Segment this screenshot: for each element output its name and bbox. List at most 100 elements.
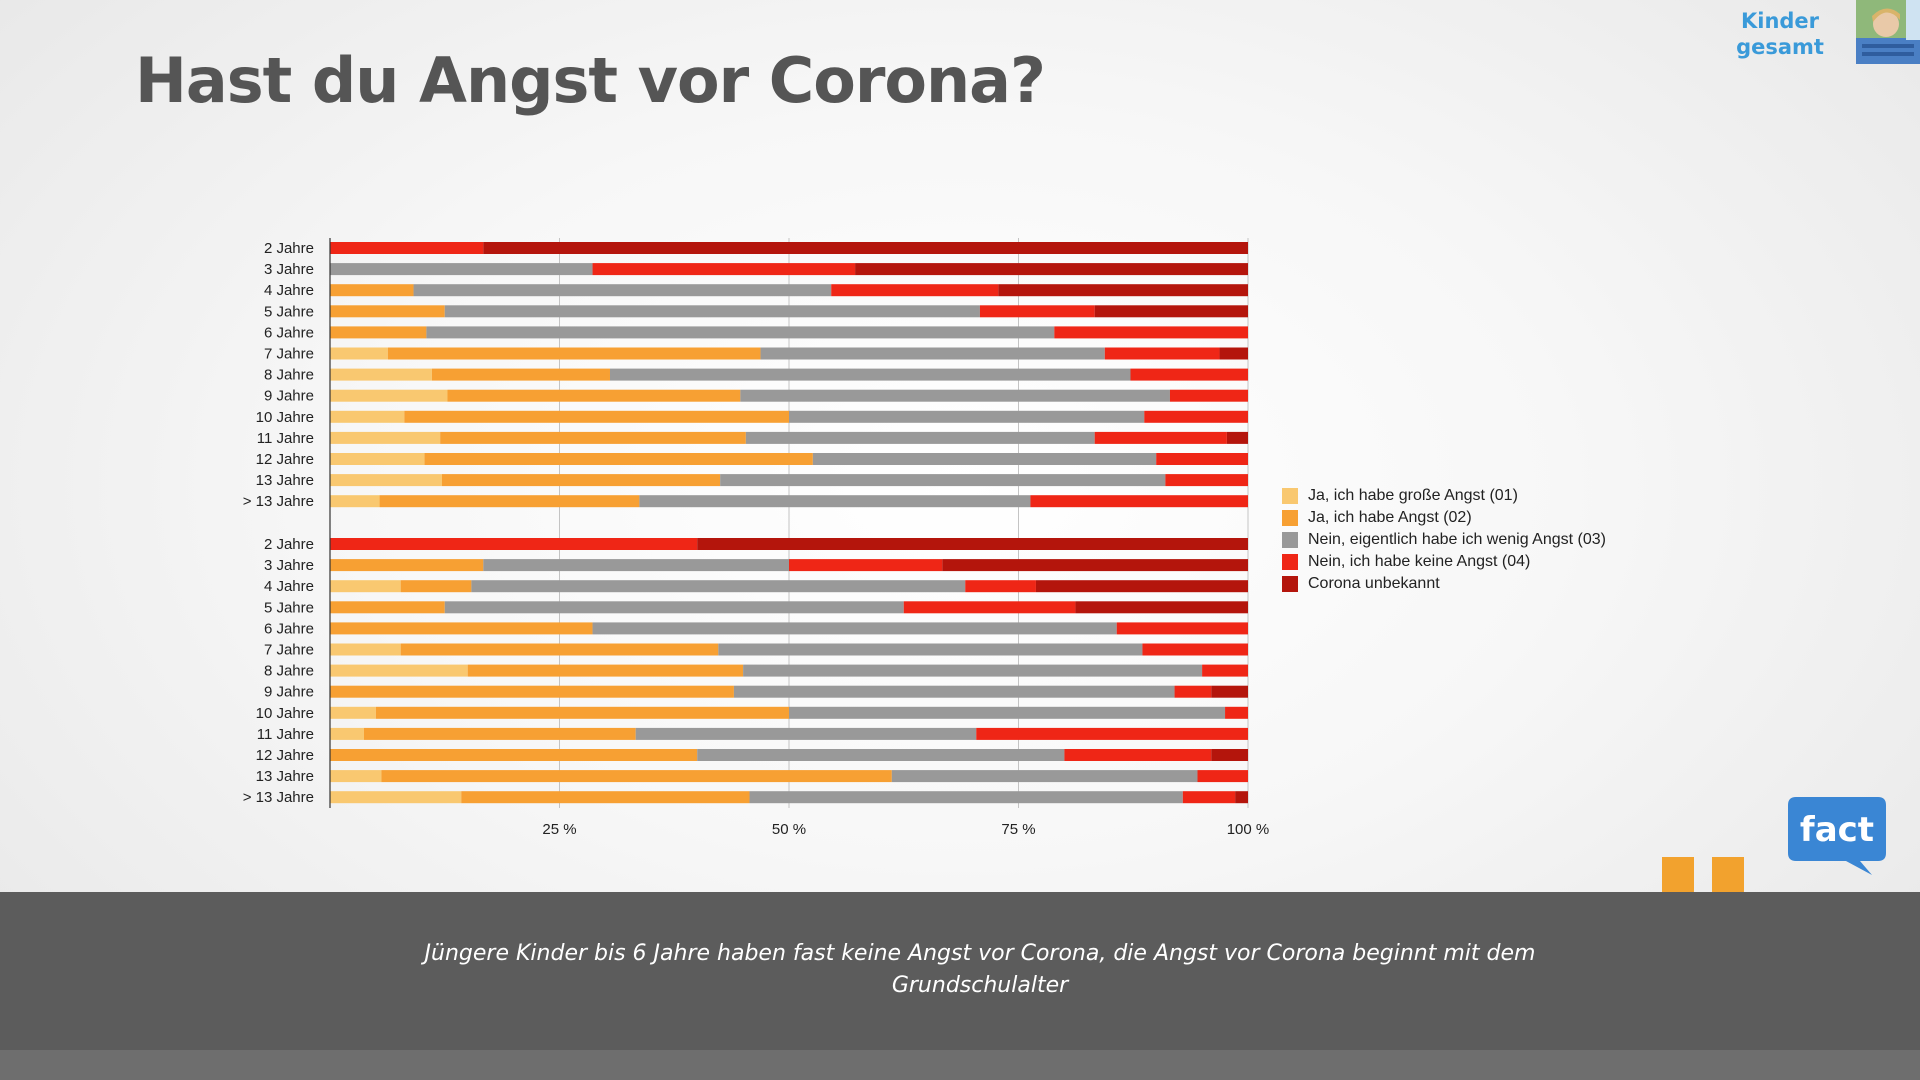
row-label: 10 Jahre bbox=[256, 705, 314, 722]
legend-item: Nein, ich habe keine Angst (04) bbox=[1282, 551, 1606, 573]
audience-label: Kinder gesamt bbox=[1736, 9, 1824, 59]
bar-segment bbox=[1219, 347, 1248, 360]
bar-segment bbox=[381, 770, 892, 783]
bar-segment bbox=[592, 622, 1117, 635]
chart-legend: Ja, ich habe große Angst (01) Ja, ich ha… bbox=[1282, 485, 1606, 595]
bar-segment bbox=[330, 431, 441, 444]
bar-segment bbox=[387, 347, 761, 360]
bar-segment bbox=[812, 453, 1157, 465]
bar-segment bbox=[444, 305, 980, 318]
bar-segment bbox=[903, 601, 1076, 614]
row-label: 6 Jahre bbox=[264, 620, 314, 637]
bar-segment bbox=[998, 284, 1248, 297]
bar-segment bbox=[330, 474, 442, 487]
row-label: 13 Jahre bbox=[256, 768, 314, 785]
bar-segment bbox=[743, 664, 1203, 677]
row-label: 5 Jahre bbox=[264, 599, 314, 616]
bar-segment bbox=[330, 601, 445, 614]
bar-segment bbox=[1156, 453, 1248, 465]
row-label: 4 Jahre bbox=[264, 578, 314, 595]
legend-label: Nein, ich habe keine Angst (04) bbox=[1308, 553, 1531, 570]
row-label: 11 Jahre bbox=[257, 430, 314, 447]
row-label: 12 Jahre bbox=[256, 747, 314, 764]
bar-segment bbox=[330, 389, 448, 402]
bar-segment bbox=[749, 791, 1183, 804]
legend-swatch bbox=[1282, 576, 1298, 592]
row-label: 11 Jahre bbox=[257, 726, 314, 743]
bar-segment bbox=[413, 284, 832, 297]
bar-segment bbox=[1094, 305, 1248, 318]
footer-banner: Jüngere Kinder bis 6 Jahre haben fast ke… bbox=[0, 892, 1920, 1050]
row-label: 7 Jahre bbox=[264, 642, 314, 659]
legend-label: Corona unbekannt bbox=[1308, 575, 1440, 592]
row-label: 3 Jahre bbox=[264, 557, 314, 574]
legend-label: Ja, ich habe große Angst (01) bbox=[1308, 487, 1518, 504]
row-label: > 13 Jahre bbox=[243, 789, 314, 806]
bar-segment bbox=[740, 389, 1170, 402]
bar-segment bbox=[330, 410, 405, 423]
x-tick-label: 25 % bbox=[542, 821, 576, 838]
bar-segment bbox=[400, 643, 719, 656]
legend-swatch bbox=[1282, 554, 1298, 570]
bar-segment bbox=[330, 749, 698, 761]
bar-segment bbox=[789, 706, 1226, 719]
bar-segment bbox=[330, 347, 388, 360]
bar-segment bbox=[789, 410, 1145, 423]
bar-segment bbox=[330, 791, 462, 804]
bar-segment bbox=[404, 410, 789, 423]
bar-segment bbox=[1174, 685, 1212, 698]
row-label: 2 Jahre bbox=[264, 536, 314, 553]
bar-segment bbox=[330, 538, 698, 550]
bar-segment bbox=[1054, 326, 1248, 339]
legend-item: Corona unbekannt bbox=[1282, 573, 1606, 595]
bar-segment bbox=[1116, 622, 1248, 635]
row-label: 9 Jahre bbox=[264, 684, 314, 701]
bar-segment bbox=[635, 727, 977, 740]
bar-segment bbox=[592, 263, 856, 276]
bar-segment bbox=[400, 580, 472, 593]
fact-logo: fact bbox=[1786, 795, 1888, 875]
bar-segment bbox=[1225, 706, 1248, 719]
bar-segment bbox=[330, 580, 401, 593]
legend-item: Ja, ich habe große Angst (01) bbox=[1282, 485, 1606, 507]
bar-segment bbox=[1064, 749, 1212, 761]
bar-segment bbox=[379, 495, 640, 508]
row-label: 6 Jahre bbox=[264, 324, 314, 341]
bar-segment bbox=[697, 749, 1065, 761]
x-tick-label: 100 % bbox=[1227, 821, 1270, 838]
bar-segment bbox=[330, 685, 734, 698]
legend-label: Ja, ich habe Angst (02) bbox=[1308, 509, 1472, 526]
bar-segment bbox=[1226, 431, 1248, 444]
row-label: 5 Jahre bbox=[264, 303, 314, 320]
bar-segment bbox=[1094, 431, 1227, 444]
row-label: > 13 Jahre bbox=[243, 493, 314, 510]
row-label: 8 Jahre bbox=[264, 367, 314, 384]
bar-segment bbox=[330, 664, 468, 677]
bar-segment bbox=[720, 474, 1166, 487]
bar-segment bbox=[745, 431, 1095, 444]
bar-segment bbox=[718, 643, 1143, 656]
bar-segment bbox=[1202, 664, 1248, 677]
bar-segment bbox=[976, 727, 1248, 740]
bar-segment bbox=[965, 580, 1036, 593]
bar-segment bbox=[447, 389, 741, 402]
footer-summary-text: Jüngere Kinder bis 6 Jahre haben fast ke… bbox=[424, 941, 1536, 998]
bar-segment bbox=[639, 495, 1031, 508]
bar-segment bbox=[1169, 389, 1248, 402]
bar-segment bbox=[855, 263, 1248, 276]
bar-segment bbox=[330, 770, 382, 783]
bar-segment bbox=[609, 368, 1131, 381]
bar-segment bbox=[942, 559, 1248, 572]
bar-segment bbox=[330, 727, 364, 740]
bar-segment bbox=[440, 431, 746, 444]
row-label: 7 Jahre bbox=[264, 346, 314, 363]
bar-segment bbox=[330, 643, 401, 656]
legend-item: Nein, eigentlich habe ich wenig Angst (0… bbox=[1282, 529, 1606, 551]
bar-segment bbox=[375, 706, 789, 719]
bar-segment bbox=[330, 495, 380, 508]
bar-segment bbox=[330, 453, 425, 465]
row-label: 8 Jahre bbox=[264, 663, 314, 680]
bar-segment bbox=[444, 601, 904, 614]
bar-segment bbox=[1075, 601, 1248, 614]
bar-segment bbox=[1165, 474, 1248, 487]
